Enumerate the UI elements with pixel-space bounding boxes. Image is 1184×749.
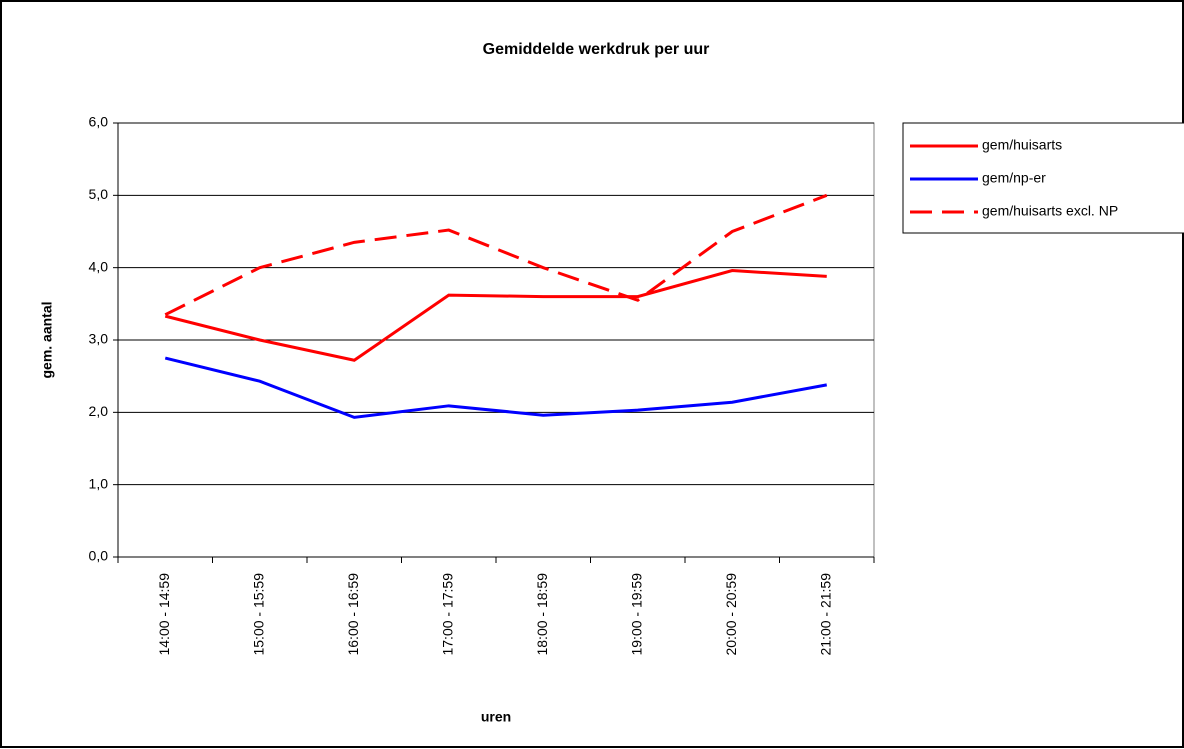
series-line [164, 269, 827, 362]
x-tick-label: 14:00 - 14:59 [156, 573, 172, 656]
y-tick-label: 6,0 [89, 114, 109, 130]
x-tick-label: 15:00 - 15:59 [250, 573, 266, 656]
chart-title: Gemiddelde werkdruk per uur [483, 41, 710, 58]
legend-label: gem/huisarts [982, 137, 1062, 153]
x-axis-label: uren [481, 709, 511, 725]
x-tick-label: 16:00 - 16:59 [345, 573, 361, 656]
x-tick-label: 21:00 - 21:59 [817, 573, 833, 656]
y-tick-label: 5,0 [89, 186, 109, 202]
y-tick-label: 4,0 [89, 258, 109, 274]
legend-label: gem/huisarts excl. NP [982, 203, 1118, 219]
y-tick-label: 2,0 [89, 403, 109, 419]
x-tick-label: 17:00 - 17:59 [439, 573, 455, 656]
y-axis-label: gem. aantal [39, 301, 55, 378]
y-tick-label: 0,0 [89, 548, 109, 564]
series-line [164, 356, 828, 419]
y-tick-label: 1,0 [89, 475, 109, 491]
x-tick-label: 18:00 - 18:59 [534, 573, 550, 656]
legend-label: gem/np-er [982, 170, 1046, 186]
x-tick-label: 20:00 - 20:59 [723, 573, 739, 656]
series-line [164, 193, 828, 317]
y-tick-label: 3,0 [89, 331, 109, 347]
x-tick-label: 19:00 - 19:59 [628, 573, 644, 656]
